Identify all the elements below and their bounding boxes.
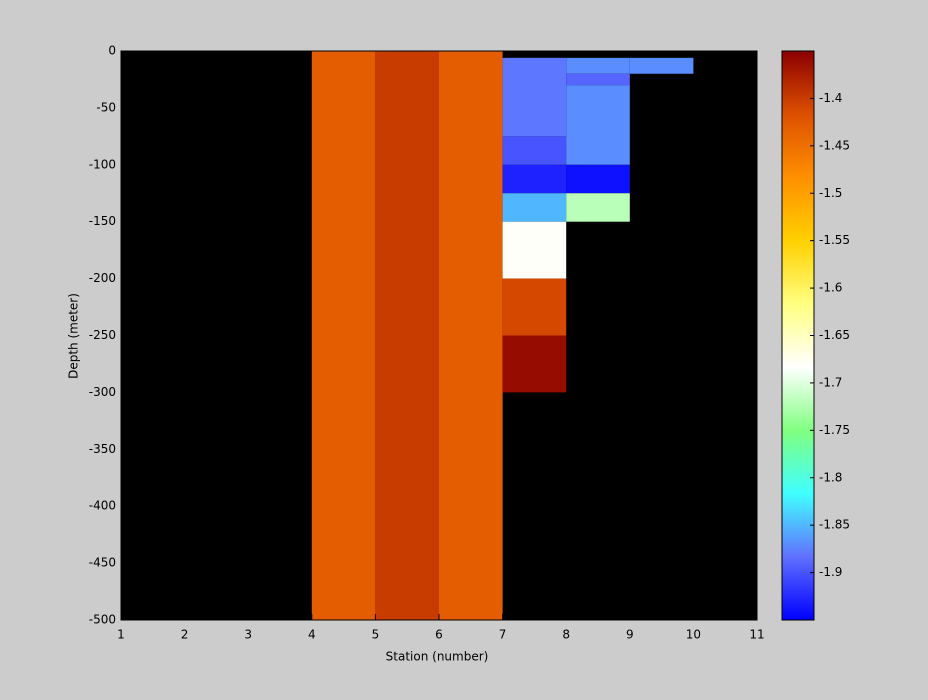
heat-cell bbox=[629, 57, 694, 74]
x-tick-label: 9 bbox=[626, 628, 634, 642]
y-tick-label: -200 bbox=[89, 271, 116, 285]
colorbar-tick-label: -1.7 bbox=[819, 375, 842, 389]
colorbar-tick-label: -1.9 bbox=[819, 565, 842, 579]
colorbar-tick-label: -1.8 bbox=[819, 470, 842, 484]
heat-cell bbox=[502, 193, 567, 222]
heat-cell bbox=[566, 164, 630, 194]
heat-cell bbox=[502, 221, 567, 279]
y-axis-label: Depth (meter) bbox=[67, 293, 81, 379]
heat-cell bbox=[502, 278, 567, 336]
y-tick-label: -500 bbox=[89, 613, 116, 627]
x-tick-label: 2 bbox=[181, 628, 189, 642]
heat-cell bbox=[566, 57, 630, 74]
y-tick-label: -300 bbox=[89, 385, 116, 399]
y-tick-label: -350 bbox=[89, 442, 116, 456]
heat-cell bbox=[439, 51, 503, 620]
x-tick-label: 7 bbox=[499, 628, 507, 642]
x-tick-label: 8 bbox=[562, 628, 570, 642]
y-tick-label: -100 bbox=[89, 157, 116, 171]
colorbar-tick-label: -1.55 bbox=[819, 233, 850, 247]
heat-cell bbox=[502, 57, 567, 137]
heat-cell bbox=[502, 164, 567, 194]
heat-cell bbox=[502, 335, 567, 393]
y-tick-label: -50 bbox=[96, 100, 116, 114]
heat-cell bbox=[502, 136, 567, 165]
x-tick-label: 5 bbox=[372, 628, 380, 642]
colorbar bbox=[781, 50, 815, 621]
colorbar-tick-label: -1.45 bbox=[819, 138, 850, 152]
heat-cell bbox=[566, 193, 630, 222]
heat-cell bbox=[311, 51, 376, 620]
colorbar-tick-label: -1.5 bbox=[819, 186, 842, 200]
x-tick-label: 1 bbox=[117, 628, 125, 642]
heat-cell bbox=[566, 73, 630, 86]
colorbar-tick-label: -1.65 bbox=[819, 328, 850, 342]
colorbar-tick-label: -1.6 bbox=[819, 281, 842, 295]
colorbar-tick-label: -1.75 bbox=[819, 423, 850, 437]
y-tick-label: -250 bbox=[89, 328, 116, 342]
y-tick-label: -400 bbox=[89, 499, 116, 513]
x-tick-label: 6 bbox=[435, 628, 443, 642]
y-tick-label: 0 bbox=[108, 44, 116, 58]
heat-cell bbox=[375, 51, 439, 620]
colorbar-tick-label: -1.85 bbox=[819, 518, 850, 532]
y-tick-label: -450 bbox=[89, 556, 116, 570]
x-tick-label: 3 bbox=[244, 628, 252, 642]
x-axis-label: Station (number) bbox=[386, 650, 489, 664]
y-tick-label: -150 bbox=[89, 214, 116, 228]
x-tick-label: 11 bbox=[749, 628, 764, 642]
x-tick-label: 4 bbox=[308, 628, 316, 642]
heat-cell bbox=[566, 85, 630, 165]
colorbar-tick-label: -1.4 bbox=[819, 91, 842, 105]
x-tick-label: 10 bbox=[686, 628, 701, 642]
